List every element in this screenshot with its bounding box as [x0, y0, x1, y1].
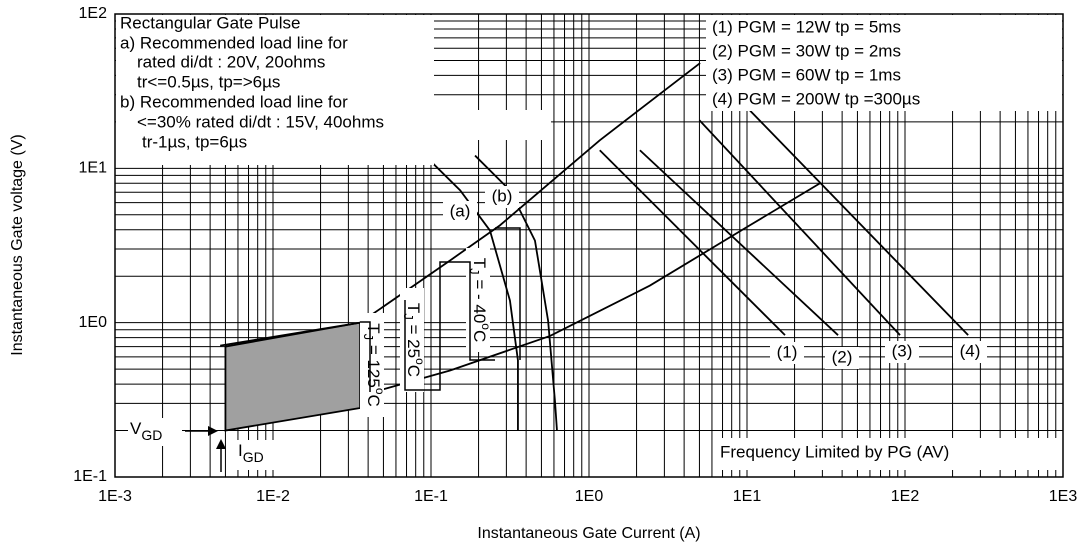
igd-label: IGD: [238, 441, 264, 464]
note-line: a) Recommended load line for: [120, 33, 348, 52]
tj-part: o: [373, 388, 387, 395]
label-bg: [360, 313, 384, 417]
label-bg: [770, 342, 804, 364]
tj-bracket: [495, 227, 521, 360]
vgd-label: VGD: [130, 419, 162, 442]
y-tick-label: 1E2: [79, 5, 108, 22]
curve: [749, 109, 969, 336]
series-label: (a): [450, 201, 471, 220]
plot-frame: [114, 13, 1064, 478]
series-label: (4): [960, 341, 981, 360]
x-tick-label: 1E-1: [414, 488, 448, 505]
tj-part: J: [401, 313, 416, 320]
note-line: <=30% rated di/dt : 15V, 40ohms: [137, 112, 384, 131]
curve: [639, 149, 839, 336]
arrowhead: [216, 439, 226, 449]
series-label: (3): [892, 341, 913, 360]
shaded-region: [224, 321, 362, 432]
curve: [369, 182, 821, 394]
tj-part: = 25: [404, 320, 423, 358]
legend-entry: (1) PGM = 12W tp = 5ms: [712, 17, 901, 36]
vgd-main: V: [130, 419, 142, 438]
igd-main: I: [238, 441, 243, 460]
legend-box: [706, 15, 1062, 111]
tj-part: C: [404, 365, 423, 377]
x-tick-label: 1E2: [891, 488, 920, 505]
curve: [474, 154, 558, 431]
note-line: Rectangular Gate Pulse: [120, 13, 301, 32]
x-tick-label: 1E0: [575, 488, 604, 505]
tj-bracket: [360, 321, 371, 392]
arrowhead: [208, 426, 218, 436]
label-bg: [128, 418, 182, 446]
note-box: [116, 110, 551, 140]
footnote-box: [714, 438, 1058, 470]
label-bg: [885, 341, 919, 363]
x-tick-label: 1E-3: [98, 488, 132, 505]
tj-part: o: [479, 323, 493, 330]
curve: [424, 154, 519, 431]
x-tick-label: 1E3: [1049, 488, 1078, 505]
series-label: (1): [777, 342, 798, 361]
tj-part: = - 40: [470, 275, 489, 324]
legend-entry: (2) PGM = 30W tp = 2ms: [712, 41, 901, 60]
x-tick-label: 1E-2: [256, 488, 290, 505]
tj-part: J: [361, 334, 376, 341]
label-bg: [443, 201, 477, 223]
tj-part: T: [470, 258, 489, 268]
legend-entry: (4) PGM = 200W tp =300µs: [712, 89, 920, 108]
footnote: Frequency Limited by PG (AV): [720, 442, 949, 461]
tj-label: TJ = 125oC: [361, 323, 387, 407]
y-tick-label: 1E-1: [73, 468, 107, 485]
vgd-sub: GD: [141, 427, 162, 443]
label-bg: [400, 288, 424, 392]
label-bg: [234, 440, 274, 470]
igd-sub: GD: [243, 449, 264, 465]
y-tick-label: 1E0: [79, 314, 108, 331]
curve: [698, 119, 901, 336]
tj-part: T: [364, 323, 383, 333]
legend-entry: (3) PGM = 60W tp = 1ms: [712, 65, 901, 84]
y-axis-label: Instantaneous Gate voltage (V): [9, 134, 26, 355]
note-line: tr-1µs, tp=6µs: [142, 132, 247, 151]
series-label: (2): [832, 347, 853, 366]
label-bg: [825, 347, 859, 369]
series-label: (b): [492, 186, 513, 205]
tj-part: o: [413, 358, 427, 365]
x-tick-label: 1E1: [733, 488, 762, 505]
x-axis-label: Instantaneous Gate Current (A): [477, 525, 700, 542]
tj-bracket: [404, 261, 495, 391]
note-line: tr<=0.5µs, tp=>6µs: [137, 72, 280, 91]
curve: [599, 149, 786, 336]
labels: 1E-3 1E-2 1E-1 1E0 1E1 1E2 1E3 1E-1 1E0 1E1 1E2 (1)…: [73, 5, 1077, 505]
note-line: rated di/dt : 20V, 20ohms: [137, 52, 325, 71]
tj-part: T: [404, 303, 423, 313]
marks: [220, 62, 969, 432]
tj-part: = 125: [364, 340, 383, 388]
tj-part: C: [470, 330, 489, 342]
note-line: b) Recommended load line for: [120, 92, 348, 111]
label-bg: [953, 341, 987, 363]
curve: [220, 62, 701, 347]
label-bg: [485, 186, 519, 208]
y-tick-label: 1E1: [79, 160, 108, 177]
tj-label: TJ = - 40oC: [467, 258, 493, 343]
tj-part: C: [364, 395, 383, 407]
tj-part: J: [467, 268, 482, 275]
tj-label: TJ = 25oC: [401, 303, 427, 377]
